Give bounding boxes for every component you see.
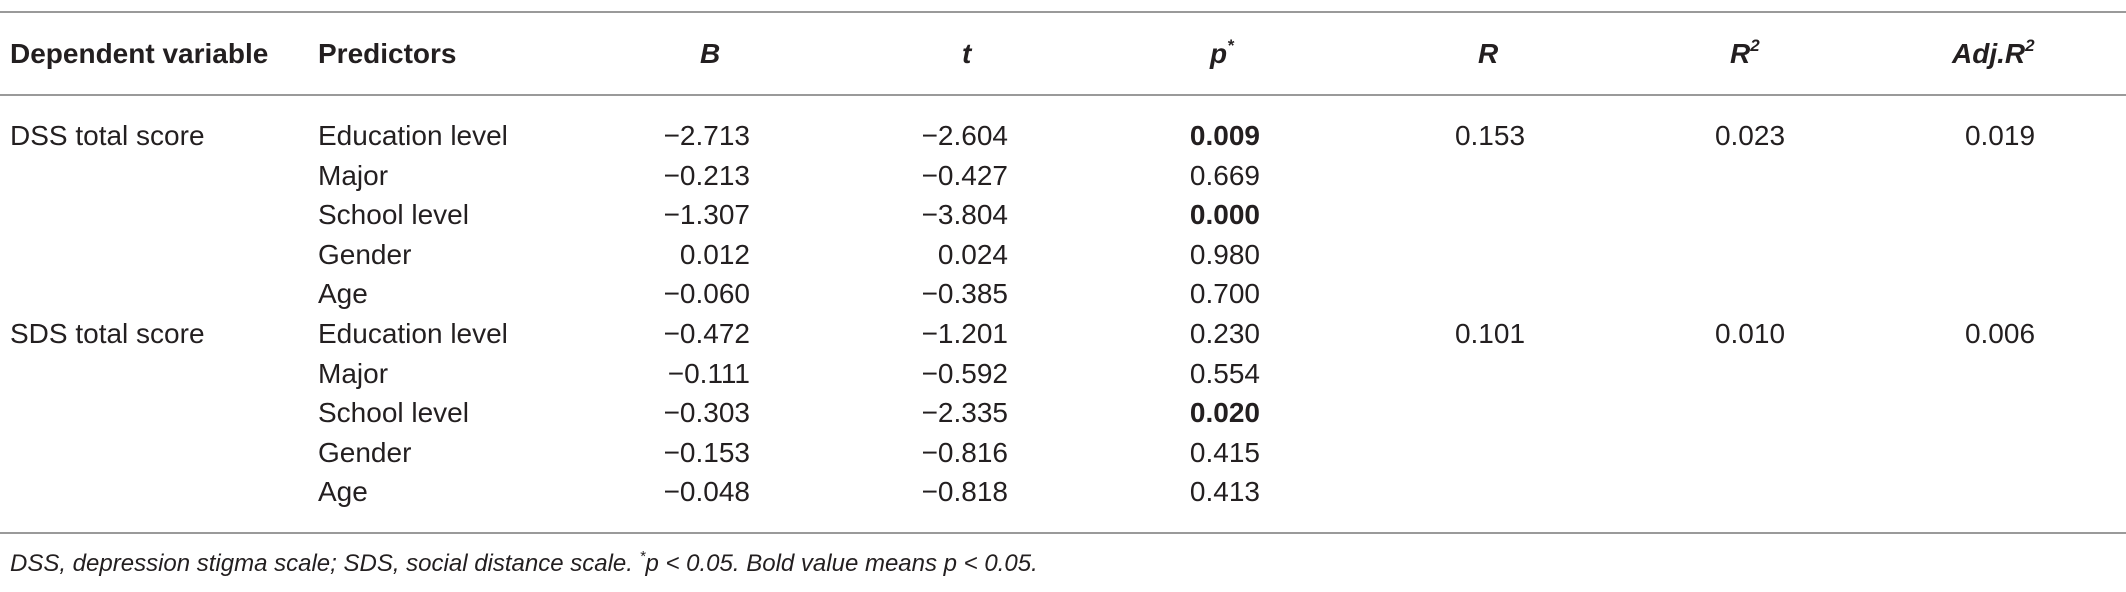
cell-b: −0.048	[663, 476, 750, 508]
header-t: t	[962, 38, 972, 69]
cell-p: 0.980	[1189, 238, 1260, 270]
cell-predictor: Age	[318, 476, 368, 508]
cell-t: −0.818	[921, 476, 1008, 508]
header-predictors: Predictors	[318, 38, 457, 69]
cell-predictor: Education level	[318, 318, 508, 349]
table-header-rule	[0, 94, 2126, 96]
footnote-text-1: DSS, depression stigma scale; SDS, socia…	[10, 550, 640, 577]
cell-dependent-variable: SDS total score	[10, 318, 205, 349]
header-adj-r-squared-superscript: 2	[2025, 36, 2035, 55]
header-r-squared-label: R	[1730, 38, 1751, 69]
header-p-superscript: *	[1227, 36, 1234, 55]
cell-b: −2.713	[663, 120, 750, 151]
cell-p: 0.415	[1189, 436, 1260, 468]
cell-predictor: Major	[318, 357, 389, 389]
cell-adj-r-squared: 0.006	[1964, 318, 2036, 349]
cell-p: 0.009	[1189, 120, 1260, 151]
cell-t: −2.604	[921, 120, 1008, 151]
table-bottom-rule	[0, 532, 2126, 534]
cell-t: −0.592	[921, 357, 1008, 389]
cell-p: 0.669	[1189, 159, 1260, 191]
cell-t: −0.816	[921, 436, 1008, 468]
header-adj-r-squared: Adj.R2	[1952, 36, 2035, 72]
cell-t: −0.385	[921, 278, 1008, 310]
header-r-squared-superscript: 2	[1750, 36, 1760, 55]
cell-r-squared: 0.023	[1714, 120, 1786, 151]
table-top-rule	[0, 11, 2126, 13]
cell-t: −1.201	[921, 318, 1008, 349]
cell-t: 0.024	[937, 238, 1008, 270]
cell-predictor: Education level	[318, 120, 508, 151]
cell-predictor: Major	[318, 159, 389, 191]
cell-r-squared: 0.010	[1714, 318, 1786, 349]
header-r-squared: R2	[1730, 36, 1760, 72]
cell-b: −0.060	[663, 278, 750, 310]
cell-b: 0.012	[679, 238, 750, 270]
cell-r: 0.101	[1454, 318, 1526, 349]
cell-predictor: School level	[318, 397, 469, 429]
cell-b: −1.307	[663, 199, 750, 231]
header-p-label: p	[1210, 38, 1228, 69]
cell-p: 0.413	[1189, 476, 1260, 508]
header-dependent-variable: Dependent variable	[10, 38, 269, 69]
cell-adj-r-squared: 0.019	[1964, 120, 2036, 151]
cell-b: −0.472	[663, 318, 750, 349]
cell-predictor: Age	[318, 278, 368, 310]
cell-predictor: Gender	[318, 238, 412, 270]
footnote-superscript: *	[639, 548, 646, 565]
header-r: R	[1478, 38, 1499, 69]
cell-predictor: School level	[318, 199, 469, 231]
cell-r: 0.153	[1454, 120, 1526, 151]
cell-dependent-variable: DSS total score	[10, 120, 205, 151]
cell-p: 0.020	[1189, 397, 1260, 429]
table-footnote: DSS, depression stigma scale; SDS, socia…	[10, 548, 1038, 580]
cell-b: −0.213	[663, 159, 750, 191]
header-adj-r-squared-label: Adj.R	[1952, 38, 2026, 69]
cell-p: 0.230	[1189, 318, 1260, 349]
cell-t: −2.335	[921, 397, 1008, 429]
cell-b: −0.303	[663, 397, 750, 429]
cell-p: 0.554	[1189, 357, 1260, 389]
header-b: B	[700, 38, 721, 69]
cell-b: −0.153	[663, 436, 750, 468]
cell-t: −0.427	[921, 159, 1008, 191]
footnote-text-2: p < 0.05. Bold value means p < 0.05.	[645, 550, 1038, 577]
cell-t: −3.804	[921, 199, 1008, 231]
header-p: p*	[1210, 36, 1234, 72]
cell-b: −0.111	[667, 357, 750, 389]
cell-predictor: Gender	[318, 436, 412, 468]
cell-p: 0.000	[1189, 199, 1260, 231]
cell-p: 0.700	[1189, 278, 1260, 310]
